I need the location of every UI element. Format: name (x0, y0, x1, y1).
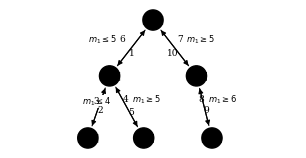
Text: 10: 10 (167, 49, 178, 58)
Text: [5,6]: [5,6] (185, 71, 208, 80)
Circle shape (186, 66, 207, 86)
Circle shape (99, 66, 120, 86)
Text: 5: 5 (128, 108, 134, 117)
Text: $m_1\geq 5$: $m_1\geq 5$ (132, 94, 161, 106)
Circle shape (202, 128, 222, 148)
Text: [4,5]: [4,5] (98, 71, 121, 80)
Text: 1: 1 (129, 49, 135, 58)
Text: 8: 8 (200, 95, 208, 104)
Text: 4: 4 (123, 95, 132, 104)
Text: [6,6]: [6,6] (200, 134, 223, 143)
Circle shape (134, 128, 154, 148)
Circle shape (78, 128, 98, 148)
Text: $m_1\leq 5$: $m_1\leq 5$ (88, 33, 117, 46)
Text: $m_1\geq 6$: $m_1\geq 6$ (208, 94, 237, 106)
Text: 3: 3 (93, 97, 99, 106)
Text: 7: 7 (178, 35, 186, 44)
Circle shape (143, 10, 163, 30)
Text: 6: 6 (120, 35, 125, 44)
Text: [5,5]: [5,5] (132, 134, 155, 143)
Text: 2: 2 (98, 106, 103, 115)
Text: $m_1\geq 5$: $m_1\geq 5$ (186, 33, 215, 46)
Text: [4,6]: [4,6] (141, 15, 165, 24)
Text: [4,4]: [4,4] (76, 134, 99, 143)
Text: $m_1\leq 4$: $m_1\leq 4$ (82, 95, 111, 108)
Text: 9: 9 (203, 106, 209, 115)
